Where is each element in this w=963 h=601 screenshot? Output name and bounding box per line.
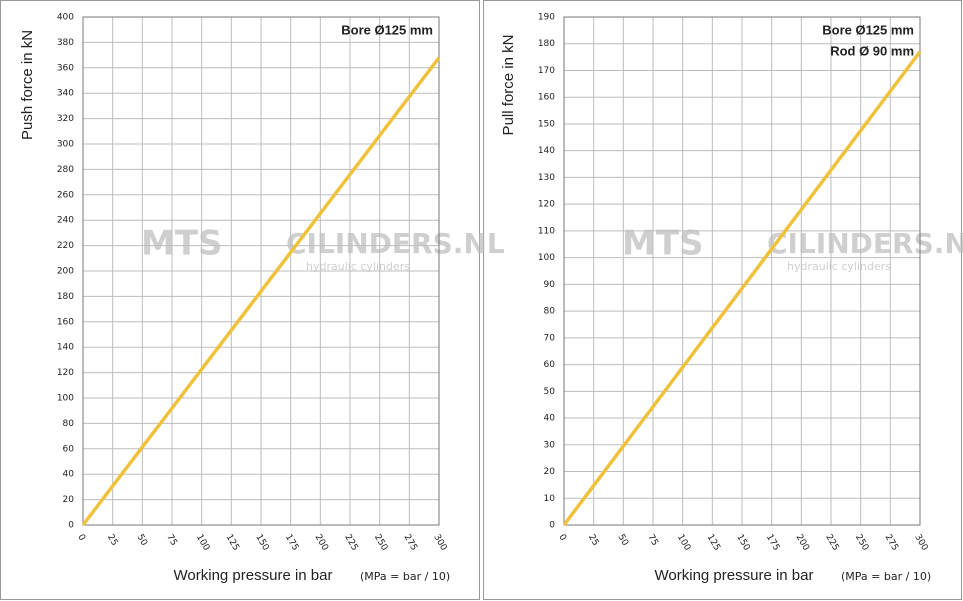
x-tick-label: 75 [164, 533, 178, 548]
y-tick-label: 0 [68, 521, 74, 531]
y-tick-label: 80 [544, 307, 556, 317]
y-tick-label: 20 [63, 495, 75, 505]
y-tick-label: 100 [538, 253, 555, 263]
x-tick-label: 25 [586, 533, 600, 548]
watermark-brand: MTS [141, 224, 223, 264]
watermark-site: CILINDERS.NL [767, 227, 963, 260]
data-line [562, 50, 922, 527]
y-tick-label: 150 [538, 119, 555, 129]
y-tick-label: 180 [57, 292, 74, 302]
y-tick-label: 360 [57, 63, 74, 73]
watermark-tagline: hydraulic cylinders [306, 260, 410, 273]
x-tick-label: 0 [556, 533, 568, 543]
y-tick-label: 280 [57, 165, 74, 175]
plot-frame [563, 16, 921, 526]
y-tick-label: 120 [57, 368, 74, 378]
y-tick-label: 60 [63, 444, 75, 454]
y-tick-label: 130 [538, 173, 555, 183]
y-tick-label: 10 [544, 494, 556, 504]
y-tick-label: 180 [538, 39, 555, 49]
y-tick-label: 380 [57, 38, 74, 48]
y-tick-label: 220 [57, 241, 74, 251]
x-axis-title: Working pressure in bar [655, 567, 814, 584]
x-axis-title: Working pressure in bar [174, 567, 333, 584]
watermark-site: CILINDERS.NL [286, 227, 505, 260]
x-axis-note: (MPa = bar / 10) [841, 570, 931, 583]
y-tick-label: 160 [538, 93, 555, 103]
x-tick-label: 0 [75, 533, 87, 543]
y-tick-label: 80 [63, 419, 75, 429]
x-tick-label: 75 [645, 533, 659, 548]
watermark-brand: MTS [622, 224, 704, 264]
annotation: Rod Ø 90 mm [830, 43, 914, 58]
y-tick-label: 60 [544, 360, 556, 370]
y-tick-label: 320 [57, 114, 74, 124]
x-tick-label: 25 [105, 533, 119, 548]
y-tick-label: 340 [57, 89, 74, 99]
y-tick-label: 120 [538, 200, 555, 210]
y-tick-label: 50 [544, 387, 556, 397]
data-line [81, 56, 441, 527]
y-tick-label: 140 [57, 343, 74, 353]
y-tick-label: 190 [538, 13, 555, 23]
y-tick-label: 70 [544, 333, 556, 343]
y-tick-label: 100 [57, 394, 74, 404]
y-tick-label: 260 [57, 190, 74, 200]
y-tick-label: 20 [544, 467, 556, 477]
y-tick-label: 160 [57, 317, 74, 327]
y-tick-label: 300 [57, 140, 74, 150]
y-tick-label: 240 [57, 216, 74, 226]
y-tick-label: 170 [538, 66, 555, 76]
annotation: Bore Ø125 mm [822, 22, 914, 37]
y-axis-title: Push force in kN [19, 30, 36, 140]
y-tick-label: 90 [544, 280, 556, 290]
x-axis-note: (MPa = bar / 10) [360, 570, 450, 583]
y-tick-label: 30 [544, 440, 556, 450]
y-tick-label: 140 [538, 146, 555, 156]
y-tick-label: 400 [57, 13, 74, 23]
plot-frame [82, 16, 440, 526]
y-tick-label: 40 [63, 470, 75, 480]
y-tick-label: 110 [538, 226, 555, 236]
annotation: Bore Ø125 mm [341, 22, 433, 37]
y-tick-label: 40 [544, 414, 556, 424]
y-axis-title: Pull force in kN [500, 35, 517, 136]
y-tick-label: 0 [549, 521, 555, 531]
y-tick-label: 200 [57, 267, 74, 277]
watermark-tagline: hydraulic cylinders [787, 260, 891, 273]
